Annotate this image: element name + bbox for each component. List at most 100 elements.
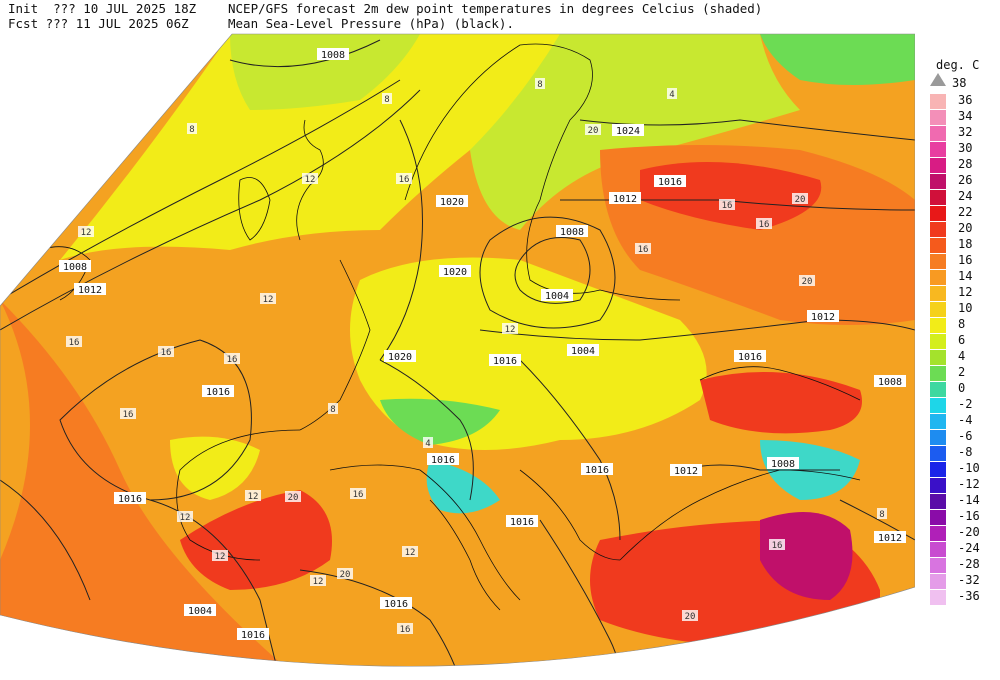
shade-label: 12 bbox=[212, 550, 228, 562]
isobar-label: 1012 bbox=[609, 192, 641, 205]
svg-text:16: 16 bbox=[638, 245, 649, 255]
shade-label: 16 bbox=[397, 623, 413, 635]
shade-label: 12 bbox=[310, 575, 326, 587]
legend-item: 34 bbox=[930, 108, 1000, 125]
alps-cool-shade bbox=[380, 398, 500, 445]
legend-item: 2 bbox=[930, 364, 1000, 381]
shade-label: 20 bbox=[585, 124, 601, 136]
shade-label: 16 bbox=[396, 173, 412, 185]
coastlines bbox=[39, 43, 861, 611]
isobar-line bbox=[229, 39, 381, 68]
header-title: NCEP/GFS forecast 2m dew point temperatu… bbox=[228, 1, 762, 31]
svg-text:12: 12 bbox=[263, 295, 274, 305]
svg-text:1016: 1016 bbox=[510, 517, 534, 528]
legend-item: 0 bbox=[930, 380, 1000, 397]
isobar-line bbox=[0, 479, 91, 601]
legend-swatch bbox=[930, 526, 946, 541]
shade-label: 16 bbox=[769, 539, 785, 551]
isobar-line bbox=[379, 119, 423, 361]
svg-text:8: 8 bbox=[879, 510, 884, 520]
shade-label: 20 bbox=[337, 568, 353, 580]
legend-label: 0 bbox=[958, 381, 966, 395]
svg-text:1016: 1016 bbox=[431, 455, 455, 466]
legend-label: 20 bbox=[958, 221, 973, 235]
legend-swatch bbox=[930, 334, 946, 349]
legend-swatch bbox=[930, 142, 946, 157]
isobar-line bbox=[479, 319, 915, 341]
isobar-label: 1016 bbox=[489, 354, 521, 367]
isobar-label: 1008 bbox=[556, 225, 588, 238]
legend-swatch bbox=[930, 542, 946, 557]
legend-swatch bbox=[930, 222, 946, 237]
coastline bbox=[519, 469, 621, 561]
legend-item: 28 bbox=[930, 156, 1000, 173]
svg-text:12: 12 bbox=[215, 552, 226, 562]
svg-text:20: 20 bbox=[685, 612, 696, 622]
contour-labels: 1008 1008 1012 1016 1016 1020 1020 1024 1016 1012… bbox=[59, 48, 906, 641]
isobar-label: 1020 bbox=[439, 265, 471, 278]
shade-label: 12 bbox=[402, 546, 418, 558]
svg-text:8: 8 bbox=[330, 405, 335, 415]
isobar-label: 1020 bbox=[384, 350, 416, 363]
legend-swatch bbox=[930, 590, 946, 605]
isobar-label: 1016 bbox=[202, 385, 234, 398]
svg-text:12: 12 bbox=[305, 175, 316, 185]
legend-swatch bbox=[930, 302, 946, 317]
svg-text:16: 16 bbox=[353, 490, 364, 500]
legend-item: -6 bbox=[930, 428, 1000, 445]
legend-label: -6 bbox=[958, 429, 973, 443]
header-init-fcst: Init ??? 10 JUL 2025 18Z Fcst ??? 11 JUL… bbox=[8, 1, 196, 31]
isobar-label: 1016 bbox=[237, 628, 269, 641]
fcst-line: Fcst ??? 11 JUL 2025 06Z bbox=[8, 16, 189, 31]
legend-label: -8 bbox=[958, 445, 973, 459]
legend-label: -36 bbox=[958, 589, 980, 603]
svg-text:1016: 1016 bbox=[384, 599, 408, 610]
legend-swatch bbox=[930, 414, 946, 429]
legend-label: -14 bbox=[958, 493, 980, 507]
legend-label: -10 bbox=[958, 461, 980, 475]
legend-title: deg. C bbox=[936, 58, 980, 72]
legend-label: -32 bbox=[958, 573, 980, 587]
legend-swatch bbox=[930, 94, 946, 109]
legend-label: 30 bbox=[958, 141, 973, 155]
isobar-label: 1016 bbox=[427, 453, 459, 466]
legend-label: 34 bbox=[958, 109, 973, 123]
isobar-label: 1008 bbox=[874, 375, 906, 388]
legend-label: -2 bbox=[958, 397, 973, 411]
svg-text:16: 16 bbox=[400, 625, 411, 635]
legend-item: 32 bbox=[930, 124, 1000, 141]
svg-text:1008: 1008 bbox=[560, 227, 584, 238]
legend-swatch bbox=[930, 462, 946, 477]
shade-label: 16 bbox=[635, 243, 651, 255]
legend-item: -20 bbox=[930, 524, 1000, 541]
legend-label: 12 bbox=[958, 285, 973, 299]
svg-text:1016: 1016 bbox=[206, 387, 230, 398]
legend-item: -28 bbox=[930, 556, 1000, 573]
isobar-label: 1008 bbox=[767, 457, 799, 470]
svg-text:12: 12 bbox=[248, 492, 259, 502]
legend-item: 24 bbox=[930, 188, 1000, 205]
svg-text:16: 16 bbox=[399, 175, 410, 185]
svg-text:20: 20 bbox=[340, 570, 351, 580]
svg-text:1020: 1020 bbox=[443, 267, 467, 278]
svg-text:20: 20 bbox=[802, 277, 813, 287]
legend-swatch bbox=[930, 206, 946, 221]
legend-item: -36 bbox=[930, 588, 1000, 605]
svg-text:16: 16 bbox=[227, 355, 238, 365]
legend-item: 30 bbox=[930, 140, 1000, 157]
svg-text:12: 12 bbox=[313, 577, 324, 587]
shade-label: 20 bbox=[682, 610, 698, 622]
legend-swatch bbox=[930, 366, 946, 381]
isobar-line bbox=[59, 339, 252, 501]
coastline bbox=[176, 429, 301, 561]
svg-text:16: 16 bbox=[772, 541, 783, 551]
shade-label: 12 bbox=[177, 511, 193, 523]
legend-swatch bbox=[930, 574, 946, 589]
legend-item: -16 bbox=[930, 508, 1000, 525]
legend-item: 18 bbox=[930, 236, 1000, 253]
svg-text:1024: 1024 bbox=[616, 126, 640, 137]
legend-label: -28 bbox=[958, 557, 980, 571]
svg-text:4: 4 bbox=[669, 90, 674, 100]
legend-swatch bbox=[930, 286, 946, 301]
svg-text:1004: 1004 bbox=[188, 606, 212, 617]
